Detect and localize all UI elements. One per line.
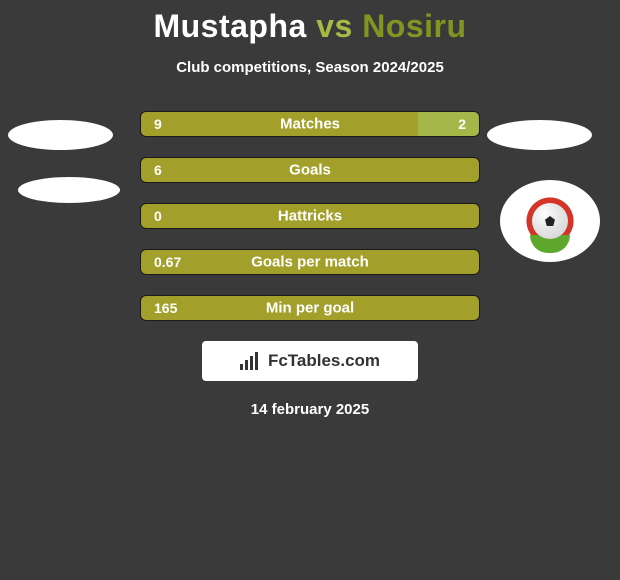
stat-row: Hattricks 0 <box>140 203 480 229</box>
stat-label: Goals per match <box>251 254 369 271</box>
stats-container: Matches 9 2 Goals 6 Hattricks 0 Goals per match… <box>0 111 620 321</box>
stat-row: Min per goal 165 <box>140 295 480 321</box>
stat-value-left: 0.67 <box>154 254 181 270</box>
subtitle: Club competitions, Season 2024/2025 <box>0 59 620 76</box>
stat-label: Goals <box>289 162 331 179</box>
title-vs: vs <box>316 8 362 44</box>
stat-value-left: 9 <box>154 116 162 132</box>
page-title: Mustapha vs Nosiru <box>0 0 620 45</box>
branding-box: FcTables.com <box>202 341 418 381</box>
stat-label: Hattricks <box>278 208 342 225</box>
stat-value-left: 0 <box>154 208 162 224</box>
brand-text: FcTables.com <box>268 351 380 371</box>
title-player1: Mustapha <box>153 8 316 44</box>
chart-icon <box>240 352 262 370</box>
date-text: 14 february 2025 <box>0 401 620 418</box>
stat-value-left: 6 <box>154 162 162 178</box>
stat-value-left: 165 <box>154 300 177 316</box>
title-player2: Nosiru <box>362 8 466 44</box>
stat-row: Goals per match 0.67 <box>140 249 480 275</box>
stat-label: Matches <box>280 116 340 133</box>
stat-bar-right <box>418 111 480 137</box>
stat-label: Min per goal <box>266 300 354 317</box>
stat-row: Goals 6 <box>140 157 480 183</box>
stat-value-right: 2 <box>458 116 466 132</box>
stat-row: Matches 9 2 <box>140 111 480 137</box>
